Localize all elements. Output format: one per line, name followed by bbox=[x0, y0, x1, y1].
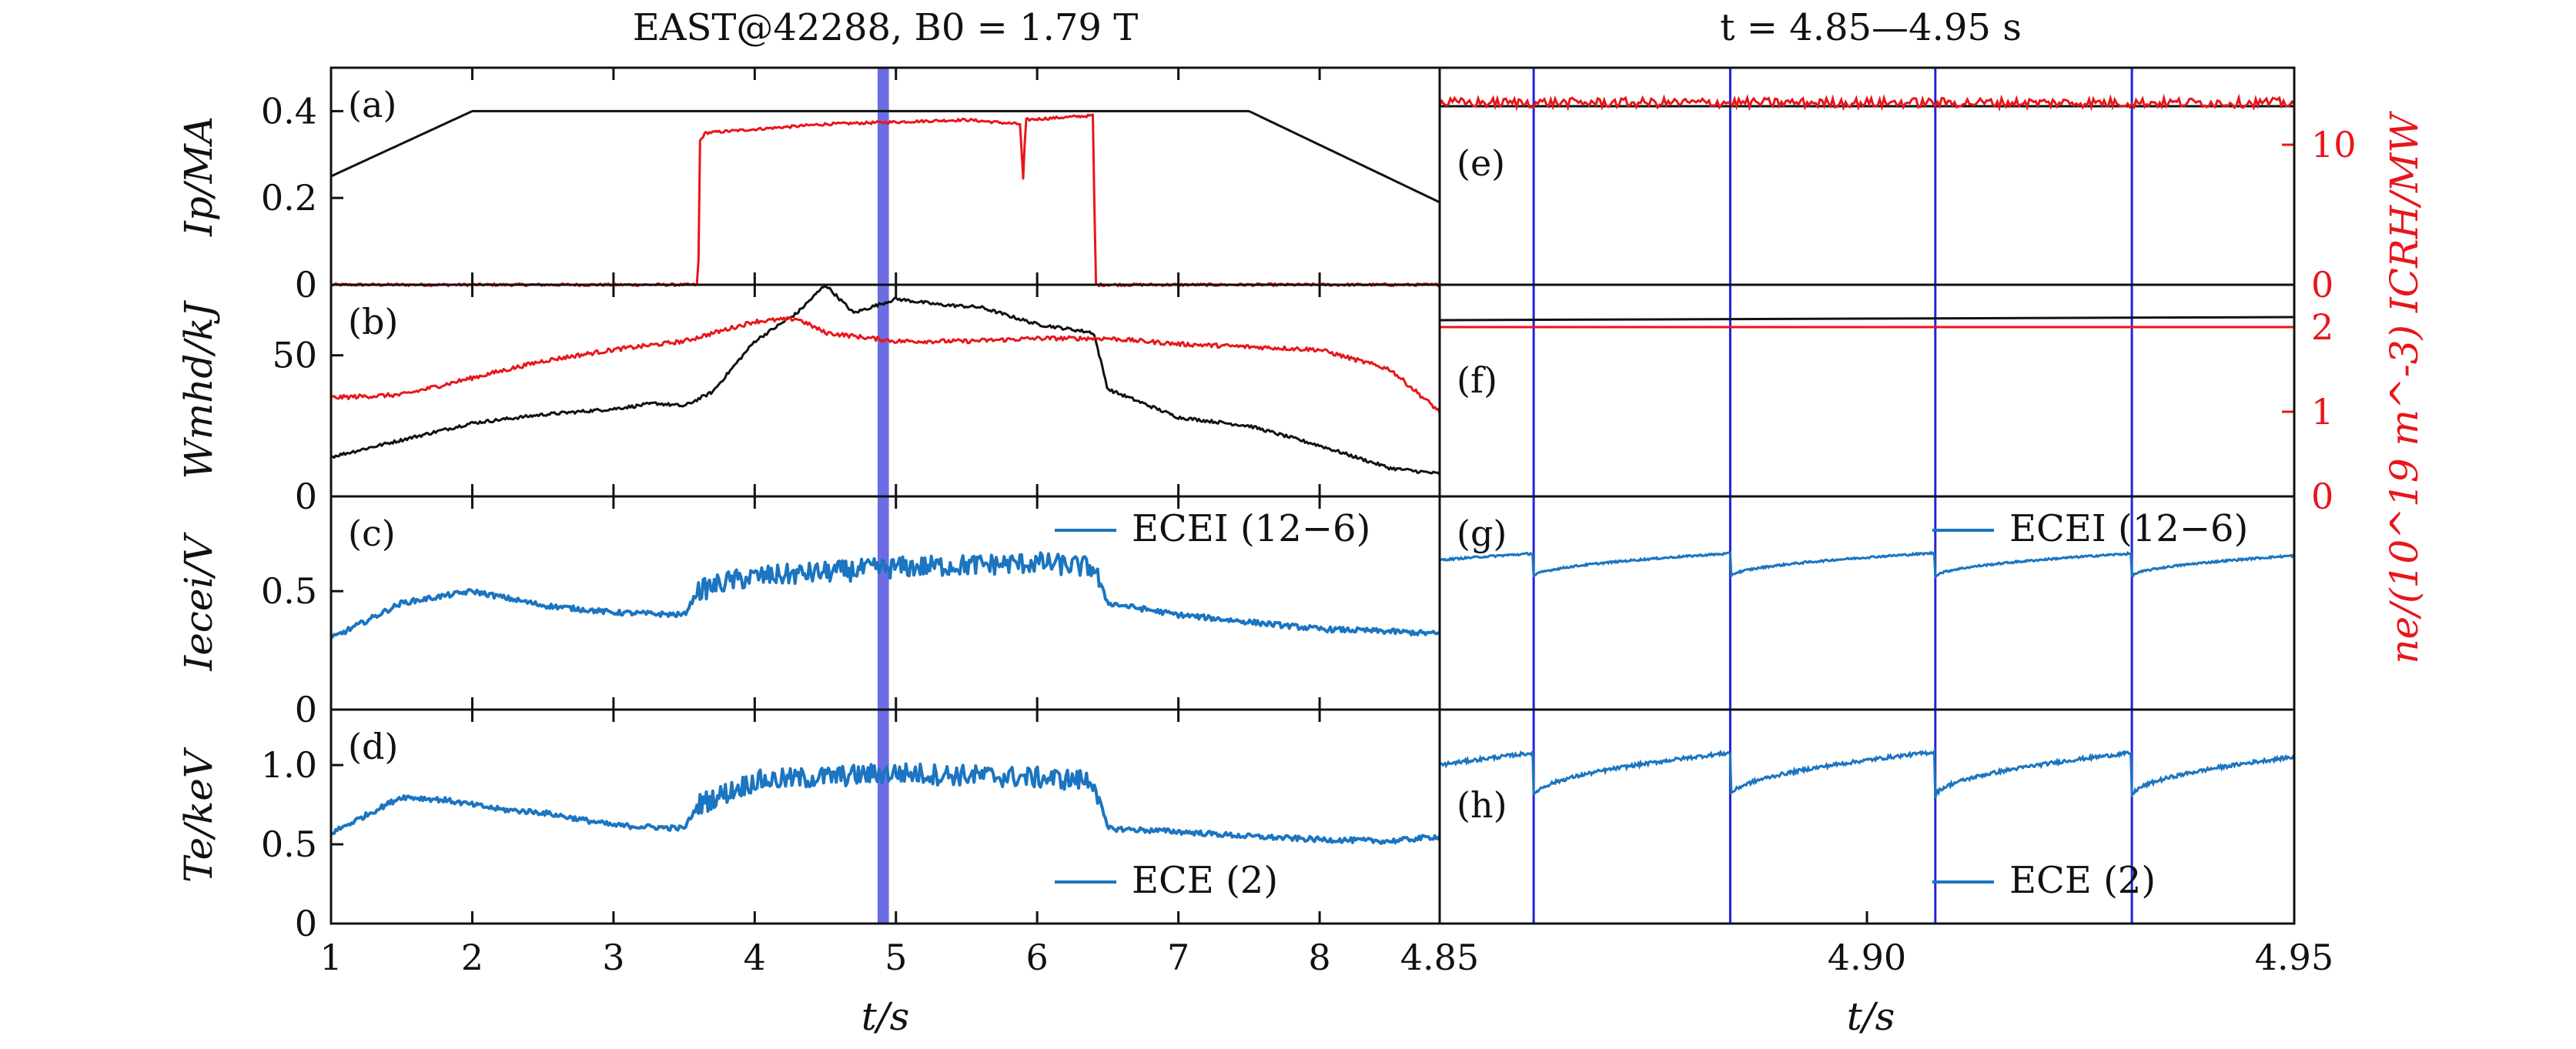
x-tick-label: 8 bbox=[1308, 937, 1330, 978]
y-tick-label: 0 bbox=[295, 689, 317, 730]
panel-label: (f) bbox=[1457, 359, 1497, 401]
x-tick-label: 6 bbox=[1026, 937, 1049, 978]
y-tick-label: 0.5 bbox=[261, 570, 317, 612]
panel-label: (h) bbox=[1457, 784, 1507, 826]
xlabel-right: t/s bbox=[1847, 994, 1895, 1039]
y-tick-label-right: 2 bbox=[2311, 306, 2333, 348]
panel-label: (g) bbox=[1457, 513, 1507, 554]
legend-label: ECE (2) bbox=[2009, 859, 2156, 902]
title-left: EAST@42288, B0 = 1.79 T bbox=[633, 6, 1139, 49]
time-window-band bbox=[877, 285, 889, 496]
right-panels: 0 10 (e) 0 1 2 (f) ECEI (12−6) (g) ECE (2) (h) 4.90… bbox=[1438, 66, 2357, 978]
y-tick-label-right: 0 bbox=[2311, 476, 2333, 517]
series-line-ne bbox=[330, 316, 1441, 414]
title-right: t = 4.85—4.95 s bbox=[1720, 6, 2022, 49]
y-tick-label: 50 bbox=[272, 335, 317, 376]
x-tick-label: 7 bbox=[1167, 937, 1189, 978]
panel-label: (e) bbox=[1457, 142, 1505, 184]
y-tick-label-right: 1 bbox=[2311, 391, 2333, 433]
time-window-band bbox=[877, 710, 889, 924]
panel-label: (b) bbox=[348, 301, 398, 342]
x-tick-label: 2 bbox=[461, 937, 483, 978]
time-window-band bbox=[877, 496, 889, 710]
y-axis-label: Ip/MA bbox=[176, 116, 221, 237]
series-line-wmhd bbox=[1439, 316, 2295, 322]
y-tick-label: 0.5 bbox=[261, 823, 317, 865]
y-axis-label: Iecei/V bbox=[176, 532, 221, 672]
series-line-ip bbox=[330, 109, 1440, 204]
x-tick-label: 4.95 bbox=[2255, 937, 2333, 978]
series-line-ecei-12-6- bbox=[330, 551, 1440, 640]
y-tick-label: 1.0 bbox=[261, 744, 317, 786]
y-tick-label-right: 10 bbox=[2311, 124, 2357, 165]
y-tick-label: 0 bbox=[295, 264, 317, 306]
x-tick-label: 1 bbox=[319, 937, 342, 978]
legend-label: ECEI (12−6) bbox=[1132, 507, 1370, 550]
y-tick-label: 0 bbox=[295, 476, 317, 517]
panel-label: (c) bbox=[348, 513, 396, 554]
legend-label: ECE (2) bbox=[1132, 859, 1278, 902]
y-axis-label: Te/keV bbox=[176, 747, 221, 883]
x-tick-label: 4 bbox=[744, 937, 766, 978]
panel-label: (d) bbox=[348, 726, 398, 767]
right-axis-label: ne/(10^19 m^-3) ICRH/MW bbox=[2382, 111, 2427, 664]
time-window-band bbox=[877, 68, 889, 285]
x-tick-label: 3 bbox=[602, 937, 624, 978]
legend-label: ECEI (12−6) bbox=[2009, 507, 2248, 550]
y-tick-label: 0.2 bbox=[261, 177, 317, 219]
series-line-icrh bbox=[1438, 93, 2296, 112]
y-axis-label: Wmhd/kJ bbox=[176, 299, 221, 479]
series-line-ece-2- bbox=[330, 762, 1441, 845]
panel-label: (a) bbox=[348, 84, 396, 125]
x-tick-label: 4.85 bbox=[1400, 937, 1479, 978]
y-tick-label: 0.4 bbox=[261, 90, 317, 132]
y-tick-label: 0 bbox=[295, 903, 317, 944]
left-panels: 00.20.4 (a)Ip/MA050(b)Wmhd/kJ00.5(c)Iecei… bbox=[176, 66, 1479, 978]
series-line-wmhd bbox=[330, 284, 1441, 476]
y-tick-label-right: 0 bbox=[2311, 264, 2333, 306]
xlabel-left: t/s bbox=[861, 994, 910, 1039]
x-tick-label: 4.90 bbox=[1828, 937, 1906, 978]
series-line-sawtooth bbox=[1439, 550, 2295, 580]
x-tick-label: 5 bbox=[885, 937, 907, 978]
series-line-sawtooth bbox=[1438, 747, 2296, 799]
